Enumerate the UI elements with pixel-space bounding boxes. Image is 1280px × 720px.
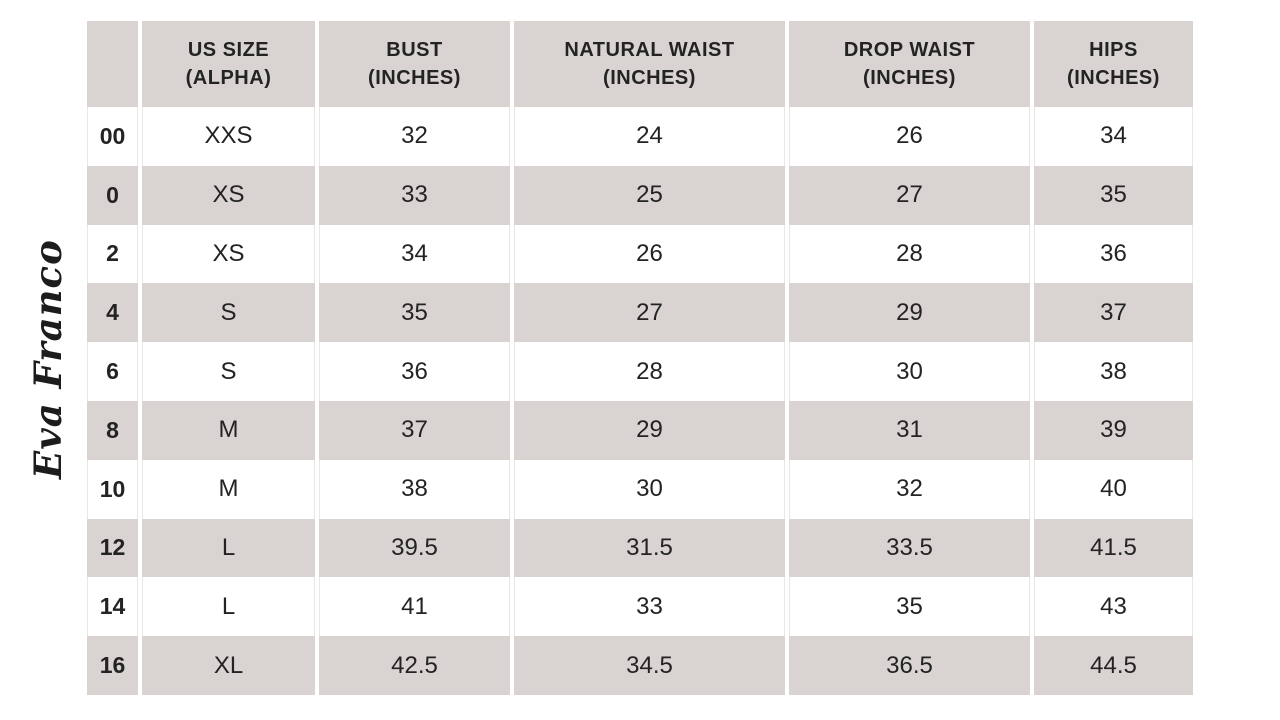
header-row: US SIZE (ALPHA) BUST (INCHES) NATURAL WA… (85, 21, 1195, 107)
cell-bust: 39.5 (317, 518, 512, 578)
cell-natural-waist: 30 (512, 459, 787, 519)
col-header-bust: BUST (INCHES) (317, 21, 512, 107)
cell-alpha-size: L (140, 577, 317, 637)
cell-hips: 40 (1032, 459, 1195, 519)
cell-drop-waist: 36.5 (787, 636, 1032, 695)
cell-us-size: 8 (85, 400, 140, 460)
cell-alpha-size: S (140, 342, 317, 401)
cell-bust: 37 (317, 400, 512, 460)
cell-bust: 32 (317, 107, 512, 166)
table-row-size-16: 16 XL 42.5 34.5 36.5 44.5 (85, 636, 1195, 695)
table-row-size-8: 8 M 37 29 31 39 (85, 400, 1195, 460)
cell-drop-waist: 26 (787, 107, 1032, 166)
table-row-size-14: 14 L 41 33 35 43 (85, 577, 1195, 637)
cell-natural-waist: 28 (512, 342, 787, 401)
col-header-hips: HIPS (INCHES) (1032, 21, 1195, 107)
cell-us-size: 0 (85, 165, 140, 225)
cell-drop-waist: 31 (787, 400, 1032, 460)
cell-drop-waist: 28 (787, 224, 1032, 284)
cell-hips: 39 (1032, 400, 1195, 460)
table-row-size-6: 6 S 36 28 30 38 (85, 342, 1195, 401)
table-row-size-0: 0 XS 33 25 27 35 (85, 165, 1195, 225)
cell-alpha-size: XS (140, 224, 317, 284)
cell-us-size: 10 (85, 459, 140, 519)
cell-hips: 36 (1032, 224, 1195, 284)
cell-bust: 34 (317, 224, 512, 284)
cell-alpha-size: XL (140, 636, 317, 695)
col-header-us-size-numeric (85, 21, 140, 107)
cell-us-size: 6 (85, 342, 140, 401)
cell-alpha-size: XS (140, 165, 317, 225)
cell-us-size: 00 (85, 107, 140, 166)
table-row-size-4: 4 S 35 27 29 37 (85, 283, 1195, 343)
cell-bust: 35 (317, 283, 512, 343)
col-header-drop-waist: DROP WAIST (INCHES) (787, 21, 1032, 107)
cell-bust: 36 (317, 342, 512, 401)
cell-natural-waist: 34.5 (512, 636, 787, 695)
cell-natural-waist: 24 (512, 107, 787, 166)
cell-us-size: 16 (85, 636, 140, 695)
cell-alpha-size: L (140, 518, 317, 578)
cell-hips: 37 (1032, 283, 1195, 343)
cell-drop-waist: 30 (787, 342, 1032, 401)
size-chart-table: US SIZE (ALPHA) BUST (INCHES) NATURAL WA… (85, 21, 1195, 695)
cell-drop-waist: 32 (787, 459, 1032, 519)
cell-drop-waist: 33.5 (787, 518, 1032, 578)
cell-alpha-size: M (140, 400, 317, 460)
cell-alpha-size: S (140, 283, 317, 343)
cell-alpha-size: XXS (140, 107, 317, 166)
cell-natural-waist: 29 (512, 400, 787, 460)
cell-bust: 38 (317, 459, 512, 519)
table-row-size-00: 00 XXS 32 24 26 34 (85, 107, 1195, 166)
cell-alpha-size: M (140, 459, 317, 519)
cell-natural-waist: 27 (512, 283, 787, 343)
cell-hips: 34 (1032, 107, 1195, 166)
cell-natural-waist: 33 (512, 577, 787, 637)
col-header-natural-waist: NATURAL WAIST (INCHES) (512, 21, 787, 107)
table-row-size-2: 2 XS 34 26 28 36 (85, 224, 1195, 284)
cell-hips: 41.5 (1032, 518, 1195, 578)
cell-natural-waist: 26 (512, 224, 787, 284)
cell-drop-waist: 27 (787, 165, 1032, 225)
col-header-us-size-alpha: US SIZE (ALPHA) (140, 21, 317, 107)
cell-hips: 43 (1032, 577, 1195, 637)
cell-us-size: 14 (85, 577, 140, 637)
cell-bust: 42.5 (317, 636, 512, 695)
cell-us-size: 12 (85, 518, 140, 578)
cell-hips: 38 (1032, 342, 1195, 401)
cell-drop-waist: 35 (787, 577, 1032, 637)
cell-natural-waist: 25 (512, 165, 787, 225)
table-row-size-12: 12 L 39.5 31.5 33.5 41.5 (85, 518, 1195, 578)
cell-drop-waist: 29 (787, 283, 1032, 343)
cell-natural-waist: 31.5 (512, 518, 787, 578)
cell-us-size: 2 (85, 224, 140, 284)
brand-logo: Eva Franco (26, 239, 70, 479)
table-row-size-10: 10 M 38 30 32 40 (85, 459, 1195, 519)
cell-bust: 41 (317, 577, 512, 637)
cell-us-size: 4 (85, 283, 140, 343)
cell-hips: 44.5 (1032, 636, 1195, 695)
cell-bust: 33 (317, 165, 512, 225)
cell-hips: 35 (1032, 165, 1195, 225)
